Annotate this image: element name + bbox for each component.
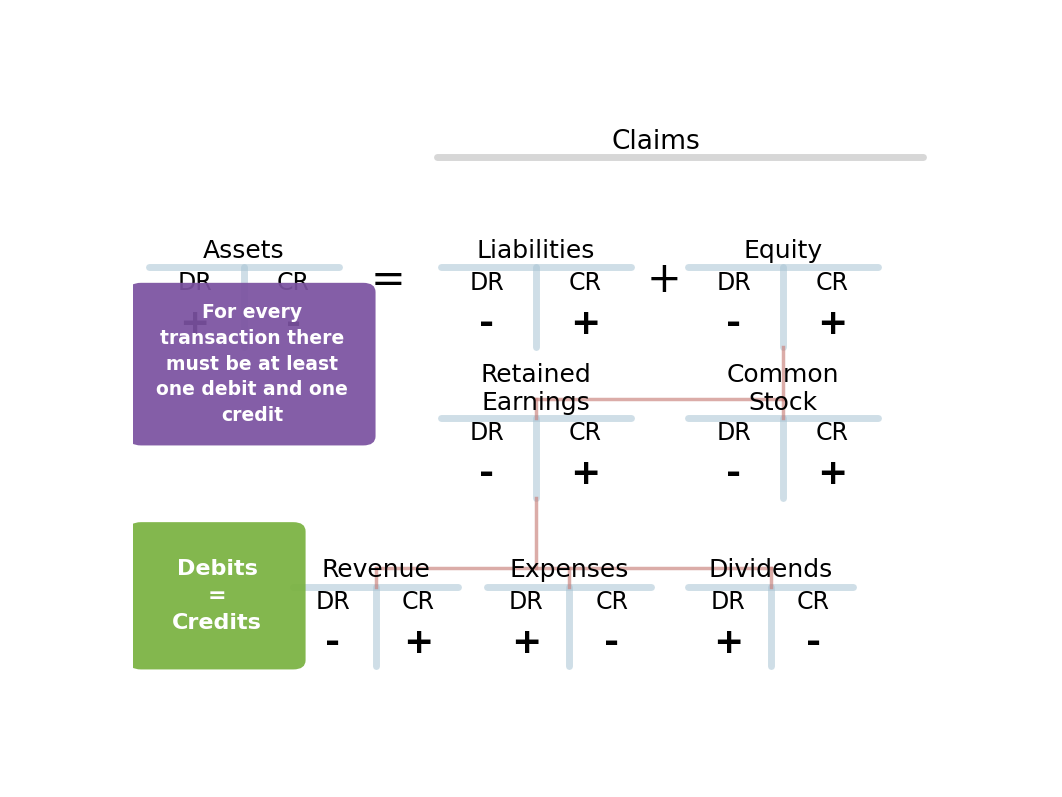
Text: Claims: Claims [611,128,700,155]
Text: =: = [371,259,406,300]
Text: DR: DR [177,270,212,295]
Text: DR: DR [469,270,504,295]
Text: DR: DR [717,270,751,295]
Text: -: - [479,457,495,492]
Text: Debits
=
Credits: Debits = Credits [172,559,262,633]
Text: For every
transaction there
must be at least
one debit and one
credit: For every transaction there must be at l… [156,303,348,425]
Text: -: - [325,626,340,660]
Text: Liabilities: Liabilities [477,238,595,262]
Text: -: - [726,307,741,341]
Text: CR: CR [276,270,310,295]
Text: CR: CR [796,590,829,614]
Text: +: + [817,307,847,341]
Text: CR: CR [596,590,629,614]
Text: +: + [647,259,681,300]
Text: DR: DR [509,590,544,614]
Text: DR: DR [469,421,504,445]
Text: Assets: Assets [203,238,285,262]
Text: +: + [404,626,433,660]
FancyBboxPatch shape [129,522,306,669]
Text: Retained
Earnings: Retained Earnings [481,363,592,414]
Text: +: + [511,626,542,660]
Text: Expenses: Expenses [510,558,629,582]
Text: +: + [179,307,210,341]
Text: -: - [726,457,741,492]
Text: +: + [817,457,847,492]
Text: +: + [570,457,600,492]
Text: Equity: Equity [743,238,823,262]
Text: +: + [713,626,743,660]
Text: Dividends: Dividends [708,558,833,582]
Text: CR: CR [816,270,849,295]
Text: CR: CR [816,421,849,445]
Text: -: - [479,307,495,341]
Text: DR: DR [710,590,746,614]
Text: +: + [570,307,600,341]
Text: CR: CR [569,270,602,295]
Text: Revenue: Revenue [321,558,430,582]
Text: DR: DR [717,421,751,445]
FancyBboxPatch shape [129,283,376,446]
Text: -: - [286,307,301,341]
Text: CR: CR [401,590,434,614]
Text: DR: DR [315,590,350,614]
Text: CR: CR [569,421,602,445]
Text: -: - [604,626,619,660]
Text: Common
Stock: Common Stock [726,363,839,414]
Text: -: - [806,626,821,660]
